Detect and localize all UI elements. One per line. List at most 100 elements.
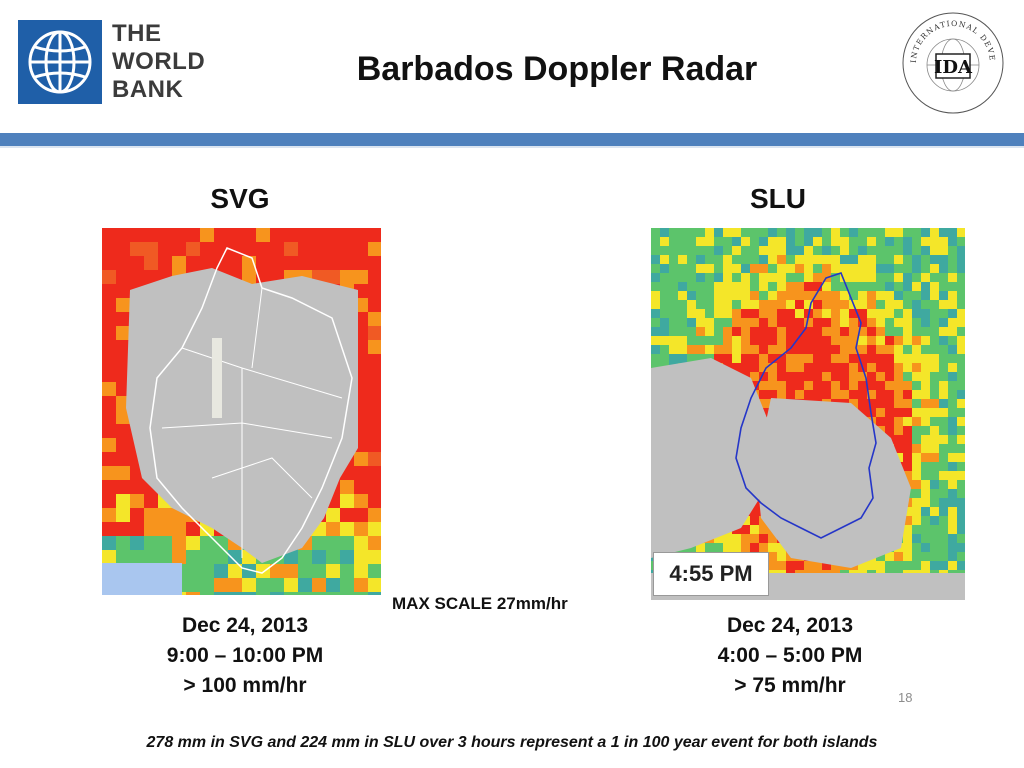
radar-cell — [298, 578, 312, 592]
radar-cell — [354, 592, 368, 595]
radar-cell — [840, 336, 849, 345]
radar-cell — [705, 345, 714, 354]
radar-cell — [741, 534, 750, 543]
radar-cell — [903, 507, 912, 516]
radar-cell — [813, 273, 822, 282]
radar-cell — [930, 444, 939, 453]
radar-cell — [116, 368, 130, 382]
radar-cell — [768, 255, 777, 264]
radar-cell — [876, 381, 885, 390]
radar-cell — [930, 336, 939, 345]
radar-cell — [186, 550, 200, 564]
radar-cell — [669, 309, 678, 318]
radar-cell — [354, 270, 368, 284]
radar-cell — [777, 264, 786, 273]
radar-cell — [172, 536, 186, 550]
radar-cell — [885, 345, 894, 354]
radar-cell — [867, 363, 876, 372]
radar-cell — [326, 536, 340, 550]
radar-cell — [368, 480, 381, 494]
radar-cell — [921, 228, 930, 237]
radar-cell — [759, 273, 768, 282]
radar-cell — [903, 336, 912, 345]
radar-cell — [948, 471, 957, 480]
radar-cell — [939, 246, 948, 255]
radar-cell — [876, 561, 885, 570]
radar-cell — [687, 354, 696, 363]
radar-cell — [948, 552, 957, 561]
radar-cell — [312, 550, 326, 564]
radar-cell — [912, 336, 921, 345]
radar-cell — [669, 255, 678, 264]
radar-cell — [885, 417, 894, 426]
radar-cell — [354, 578, 368, 592]
radar-cell — [840, 246, 849, 255]
radar-cell — [921, 507, 930, 516]
radar-cell — [822, 237, 831, 246]
radar-cell — [256, 564, 270, 578]
radar-cell — [741, 273, 750, 282]
radar-cell — [822, 228, 831, 237]
radar-cell — [298, 592, 312, 595]
radar-timestamp: 4:55 PM — [653, 552, 769, 596]
radar-cell — [831, 282, 840, 291]
radar-cell — [786, 264, 795, 273]
radar-cell — [813, 291, 822, 300]
radar-cell — [921, 372, 930, 381]
radar-cell — [840, 237, 849, 246]
radar-cell — [831, 390, 840, 399]
radar-cell — [723, 246, 732, 255]
radar-cell — [930, 381, 939, 390]
radar-cell — [921, 561, 930, 570]
radar-cell — [939, 309, 948, 318]
radar-cell — [714, 300, 723, 309]
radar-cell — [723, 327, 732, 336]
radar-cell — [903, 462, 912, 471]
radar-cell — [849, 354, 858, 363]
radar-cell — [948, 534, 957, 543]
radar-cell — [921, 489, 930, 498]
radar-cell — [894, 264, 903, 273]
radar-cell — [876, 246, 885, 255]
radar-cell — [696, 228, 705, 237]
radar-cell — [172, 242, 186, 256]
radar-cell — [858, 246, 867, 255]
radar-cell — [705, 300, 714, 309]
radar-cell — [368, 326, 381, 340]
radar-cell — [912, 354, 921, 363]
radar-cell — [930, 507, 939, 516]
radar-cell — [795, 264, 804, 273]
radar-cell — [242, 592, 256, 595]
radar-cell — [741, 309, 750, 318]
radar-cell — [696, 282, 705, 291]
radar-cell — [777, 354, 786, 363]
radar-cell — [930, 282, 939, 291]
radar-cell — [732, 318, 741, 327]
radar-cell — [723, 291, 732, 300]
radar-cell — [939, 498, 948, 507]
radar-cell — [948, 435, 957, 444]
radar-cell — [867, 372, 876, 381]
header-divider — [0, 133, 1024, 146]
radar-cell — [242, 228, 256, 242]
radar-cell — [903, 381, 912, 390]
radar-cell — [903, 516, 912, 525]
radar-cell — [903, 372, 912, 381]
radar-cell — [759, 228, 768, 237]
radar-cell — [116, 438, 130, 452]
radar-cell — [354, 550, 368, 564]
radar-cell — [696, 237, 705, 246]
radar-cell — [912, 534, 921, 543]
radar-cell — [130, 494, 144, 508]
radar-cell — [144, 242, 158, 256]
radar-cell — [831, 237, 840, 246]
radar-cell — [957, 363, 965, 372]
radar-cell — [867, 336, 876, 345]
radar-cell — [831, 228, 840, 237]
radar-cell — [200, 242, 214, 256]
radar-cell — [921, 345, 930, 354]
radar-cell — [368, 312, 381, 326]
radar-cell — [921, 318, 930, 327]
radar-cell — [813, 561, 822, 570]
radar-cell — [912, 561, 921, 570]
